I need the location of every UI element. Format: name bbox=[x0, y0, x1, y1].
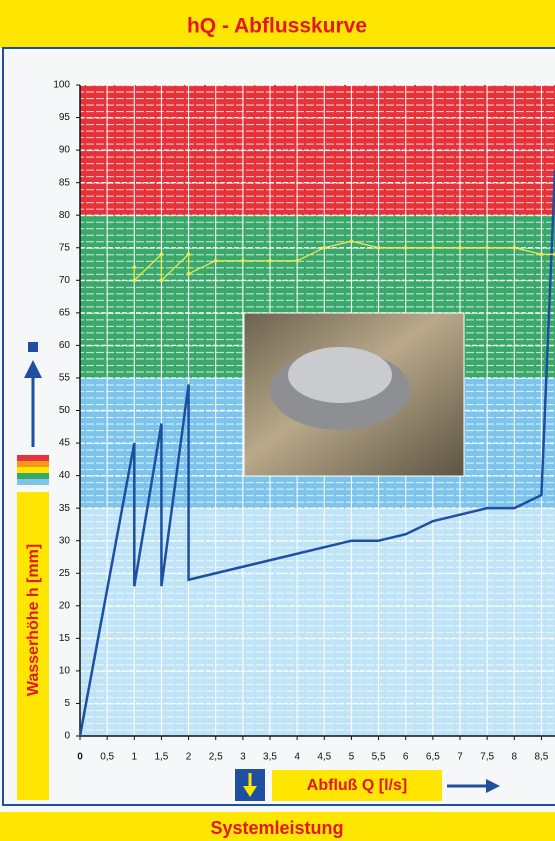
y-tick-label: 10 bbox=[59, 666, 71, 677]
footer-bar bbox=[0, 812, 555, 841]
y-tick-label: 0 bbox=[64, 731, 70, 742]
x-tick-label: 6 bbox=[403, 752, 409, 763]
x-tick-label: 3 bbox=[240, 752, 246, 763]
y-tick-label: 80 bbox=[59, 210, 71, 221]
x-tick-label: 6,5 bbox=[426, 752, 440, 763]
x-tick-label: 4 bbox=[294, 752, 300, 763]
x-tick-label: 8,5 bbox=[534, 752, 548, 763]
x-tick-label: 8 bbox=[512, 752, 518, 763]
y-tick-label: 75 bbox=[59, 242, 71, 253]
x-tick-label: 1,5 bbox=[154, 752, 168, 763]
x-tick-label: 7 bbox=[457, 752, 463, 763]
point bbox=[213, 258, 218, 263]
y-tick-label: 35 bbox=[59, 503, 71, 514]
x-tick-label: 5 bbox=[349, 752, 355, 763]
point bbox=[403, 245, 408, 250]
point bbox=[512, 245, 517, 250]
point bbox=[485, 245, 489, 250]
legend-stripe bbox=[17, 467, 49, 473]
x-axis-label: Abfluß Q [l/s] bbox=[307, 777, 407, 794]
point bbox=[186, 271, 191, 276]
y-axis-label: Wasserhöhe h [mm] bbox=[25, 544, 42, 696]
y-tick-label: 50 bbox=[59, 405, 71, 416]
y-tick-label: 85 bbox=[59, 177, 71, 188]
y-tick-label: 95 bbox=[59, 112, 71, 123]
y-tick-label: 40 bbox=[59, 470, 71, 481]
y-tick-label: 45 bbox=[59, 438, 71, 449]
point bbox=[539, 252, 544, 257]
y-label-box bbox=[17, 492, 49, 800]
point bbox=[322, 245, 327, 250]
y-tick-label: 90 bbox=[59, 145, 71, 156]
x-tick-label: 1 bbox=[132, 752, 138, 763]
arrow-head bbox=[486, 779, 500, 793]
legend-stripe bbox=[17, 461, 49, 467]
point bbox=[186, 252, 191, 257]
y-tick-label: 20 bbox=[59, 600, 71, 611]
legend-stripe bbox=[17, 479, 49, 485]
x-tick-label: 2 bbox=[186, 752, 192, 763]
y-tick-label: 60 bbox=[59, 340, 71, 351]
point bbox=[159, 278, 164, 283]
y-tick-label: 25 bbox=[59, 568, 71, 579]
x-tick-label: 2,5 bbox=[209, 752, 223, 763]
y-tick-label: 15 bbox=[59, 633, 71, 644]
point bbox=[349, 239, 354, 244]
point bbox=[268, 258, 272, 263]
y-tick-label: 70 bbox=[59, 275, 71, 286]
legend-stripe bbox=[17, 455, 49, 461]
y-tick-label: 55 bbox=[59, 373, 71, 384]
point bbox=[295, 258, 299, 263]
x-tick-label: 7,5 bbox=[480, 752, 494, 763]
arrow-head bbox=[243, 786, 257, 797]
point bbox=[159, 252, 164, 257]
point bbox=[241, 258, 245, 263]
x-tick-label: 4,5 bbox=[317, 752, 331, 763]
title-bar bbox=[0, 0, 555, 48]
x-label-box bbox=[272, 770, 442, 801]
point bbox=[458, 245, 462, 250]
y-tick-label: 30 bbox=[59, 535, 71, 546]
x-tick-label: 0,5 bbox=[100, 752, 114, 763]
marker-square bbox=[28, 342, 38, 352]
point bbox=[431, 245, 435, 250]
point bbox=[132, 278, 137, 283]
x-tick-label: 3,5 bbox=[263, 752, 277, 763]
footer: Systemleistung bbox=[210, 818, 343, 838]
arrow-head bbox=[24, 360, 42, 378]
x-tick-label: 0 bbox=[77, 752, 83, 763]
y-tick-label: 5 bbox=[64, 698, 70, 709]
frame bbox=[2, 47, 555, 806]
photo-detail bbox=[288, 347, 392, 403]
y-tick-label: 65 bbox=[59, 307, 71, 318]
point bbox=[376, 245, 381, 250]
point bbox=[132, 265, 137, 270]
legend-stripe bbox=[17, 473, 49, 479]
y-tick-label: 100 bbox=[53, 80, 70, 91]
series-line bbox=[133, 240, 555, 282]
series-line bbox=[78, 169, 555, 737]
x-tick-label: 5,5 bbox=[372, 752, 386, 763]
chart-title: hQ - Abflusskurve bbox=[187, 15, 367, 38]
